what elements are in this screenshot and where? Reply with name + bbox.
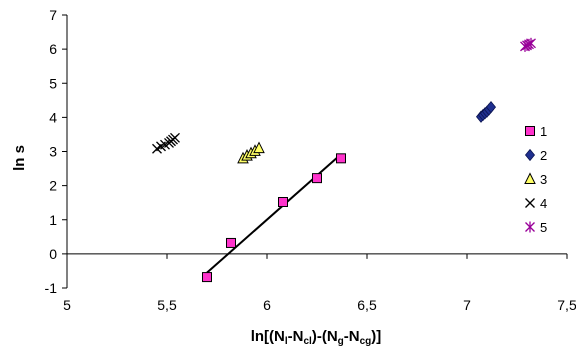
legend-label-1: 1	[540, 124, 547, 139]
legend-label-5: 5	[540, 220, 547, 235]
data-point-series-5	[526, 37, 536, 49]
data-point-series-4	[170, 132, 180, 143]
trendline-series-1	[206, 153, 342, 274]
legend-item-4: 4	[525, 196, 547, 211]
y-tick-label: 0	[49, 246, 57, 262]
legend-marker-3	[524, 172, 536, 184]
series-2	[475, 101, 497, 123]
legend-marker-2	[524, 148, 536, 162]
x-tick-label: 7	[463, 297, 471, 313]
legend-label-4: 4	[540, 196, 547, 211]
y-tick-label: 1	[49, 212, 57, 228]
x-tick-label: 6,5	[357, 297, 377, 313]
data-point-series-1	[336, 153, 346, 164]
x-tick-label: 5	[63, 297, 71, 313]
legend-label-2: 2	[540, 148, 547, 163]
legend: 1 2 3 4 5	[524, 124, 547, 235]
y-tick-label: 4	[49, 109, 57, 125]
data-layer	[152, 37, 536, 283]
series-4	[152, 132, 180, 154]
legend-item-1: 1	[525, 124, 547, 139]
series-5	[520, 37, 536, 52]
data-point-series-3	[253, 141, 265, 154]
x-tick-label: 5,5	[157, 297, 177, 313]
y-tick-label: 5	[49, 75, 57, 91]
legend-marker-5	[525, 221, 535, 233]
legend-label-3: 3	[540, 172, 547, 187]
legend-item-2: 2	[524, 148, 547, 163]
y-tick-label: -1	[45, 280, 58, 296]
legend-marker-4	[525, 198, 535, 208]
y-tick-label: 3	[49, 144, 57, 160]
series-3	[237, 141, 265, 164]
data-point-series-1	[312, 173, 322, 184]
y-tick-label: 2	[49, 178, 57, 194]
data-point-series-1	[278, 197, 288, 208]
legend-marker-1	[525, 126, 535, 136]
series-1	[202, 153, 346, 283]
y-axis: -1 0 1 2 3 4 5 6 7	[45, 7, 68, 296]
y-tick-label: 6	[49, 41, 57, 57]
data-point-series-2	[485, 101, 497, 114]
x-tick-label: 6	[263, 297, 271, 313]
legend-item-3: 3	[524, 172, 547, 187]
x-tick-label: 7,5	[557, 297, 576, 313]
legend-item-5: 5	[525, 220, 547, 235]
y-axis-title: ln s	[11, 145, 28, 171]
x-axis-title: ln[(Nl-Ncl)-(Ng-Ncg)]	[251, 328, 382, 347]
data-point-series-1	[202, 272, 212, 283]
x-axis: 5 5,5 6 6,5 7 7,5	[63, 253, 576, 313]
data-point-series-1	[226, 237, 236, 248]
y-tick-label: 7	[49, 7, 57, 23]
